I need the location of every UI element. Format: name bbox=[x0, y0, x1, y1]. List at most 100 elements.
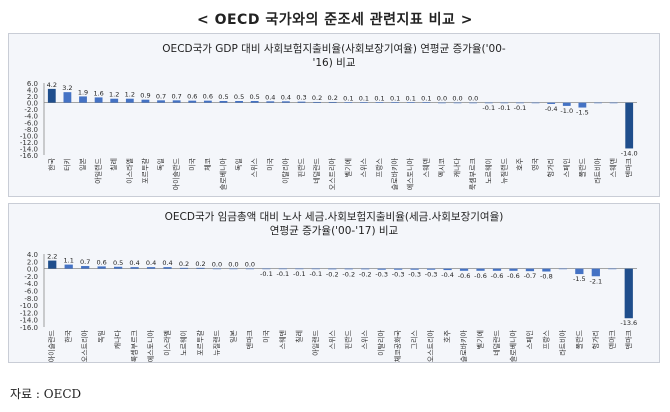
x-tick-label: 스위스 bbox=[361, 329, 369, 349]
data-label: 1.1 bbox=[64, 257, 74, 265]
y-tick-label: -16.0 bbox=[20, 152, 38, 160]
bar bbox=[278, 268, 287, 270]
x-tick-label: 프랑스 bbox=[376, 157, 384, 177]
data-label: 0.0 bbox=[245, 261, 255, 269]
bar bbox=[406, 102, 415, 103]
bar bbox=[542, 268, 551, 272]
data-label: 1.9 bbox=[78, 88, 88, 96]
data-label: 1.6 bbox=[93, 89, 103, 97]
x-tick-label: 스위스 bbox=[328, 329, 336, 349]
x-tick-label: 미국 bbox=[261, 329, 270, 342]
bar bbox=[361, 268, 370, 270]
data-label: 0.1 bbox=[343, 94, 353, 102]
x-tick-label: 뉴질랜드 bbox=[212, 329, 221, 355]
data-label: -0.6 bbox=[507, 272, 520, 280]
bar bbox=[110, 98, 119, 103]
bar bbox=[394, 268, 403, 270]
bar bbox=[625, 102, 634, 149]
x-tick-label: 스페인 bbox=[525, 330, 534, 349]
bar bbox=[525, 268, 535, 272]
x-tick-label: 일본 bbox=[78, 157, 87, 170]
bar bbox=[328, 268, 337, 270]
data-label: 0.2 bbox=[195, 260, 205, 268]
bar bbox=[97, 266, 106, 269]
bar bbox=[422, 102, 431, 103]
data-label: 0.4 bbox=[146, 259, 156, 267]
data-label: 2.2 bbox=[47, 253, 57, 261]
y-tick-label: 0.0 bbox=[27, 100, 38, 108]
data-label: -0.1 bbox=[482, 104, 495, 112]
x-tick-label: 캐나다 bbox=[453, 157, 462, 177]
x-tick-label: 슬로바키아 bbox=[390, 157, 399, 190]
data-label: -1.5 bbox=[573, 275, 586, 283]
chart-panel-wage: OECD국가 임금총액 대비 노사 세금.사회보험지출비율(세금.사회보장기여율… bbox=[8, 203, 660, 363]
data-label: 0.4 bbox=[129, 259, 139, 267]
data-label: 0.0 bbox=[468, 95, 478, 103]
bar bbox=[476, 268, 485, 271]
bar bbox=[328, 101, 337, 103]
bar bbox=[297, 101, 306, 103]
x-tick-label: 오스트리아 bbox=[426, 329, 435, 362]
bar bbox=[558, 268, 567, 270]
data-label: 4.2 bbox=[47, 81, 57, 89]
bar bbox=[196, 267, 205, 269]
bar bbox=[562, 102, 571, 106]
bar bbox=[172, 100, 181, 103]
x-tick-label: 한국 bbox=[48, 157, 56, 170]
bar bbox=[203, 100, 212, 103]
bar bbox=[516, 102, 524, 104]
bar bbox=[262, 268, 271, 270]
bar bbox=[344, 102, 353, 103]
bar bbox=[594, 102, 602, 104]
x-tick-label: 스위스 bbox=[251, 157, 259, 177]
y-tick-label: -14.0 bbox=[20, 317, 38, 325]
data-label: -14.0 bbox=[621, 149, 638, 157]
data-label: 0.6 bbox=[96, 258, 106, 266]
x-tick-label: 칠레 bbox=[109, 158, 118, 171]
x-tick-label: 이탈리아 bbox=[281, 157, 290, 183]
bar bbox=[500, 102, 509, 104]
bar bbox=[141, 99, 150, 103]
data-label: 0.6 bbox=[203, 93, 213, 101]
x-tick-label: 오스트리아 bbox=[80, 329, 89, 362]
bar bbox=[125, 98, 134, 103]
x-tick-label: 스웨덴 bbox=[278, 330, 287, 349]
bar bbox=[295, 268, 304, 270]
data-label: -0.8 bbox=[540, 273, 553, 281]
bar bbox=[531, 102, 540, 104]
data-label: 0.2 bbox=[179, 260, 189, 268]
chart-title-line: 연평균 증가율('00-'17) 비교 bbox=[269, 225, 399, 237]
x-tick-label: 네덜란드 bbox=[312, 157, 321, 183]
bar bbox=[459, 268, 469, 271]
x-tick-label: 벨기에 bbox=[343, 158, 352, 177]
data-label: -0.4 bbox=[441, 271, 454, 279]
x-tick-label: 스웨덴 bbox=[421, 158, 430, 177]
data-label: 0.0 bbox=[452, 95, 462, 103]
data-label: 0.0 bbox=[212, 261, 222, 269]
bar bbox=[609, 102, 618, 104]
x-tick-label: 핀란드 bbox=[296, 157, 305, 177]
bar bbox=[48, 260, 57, 269]
bar bbox=[410, 268, 419, 270]
x-tick-label: 이스라엘 bbox=[125, 158, 134, 184]
chart-title: OECD국가 임금총액 대비 노사 세금.사회보험지출비율(세금.사회보장기여율… bbox=[9, 210, 659, 238]
bar bbox=[266, 101, 275, 103]
data-label: 0.5 bbox=[113, 259, 123, 267]
bar bbox=[245, 268, 255, 270]
x-tick-label: 아이슬란드 bbox=[47, 329, 56, 362]
bar bbox=[179, 267, 189, 269]
bar bbox=[438, 102, 446, 104]
bar bbox=[63, 92, 72, 103]
bar bbox=[377, 268, 386, 270]
bar bbox=[229, 268, 238, 270]
x-tick-label: 그리스 bbox=[410, 329, 419, 349]
data-label: -0.1 bbox=[514, 104, 527, 112]
data-label: 1.2 bbox=[125, 91, 135, 99]
y-tick-label: 2.0 bbox=[27, 93, 38, 101]
x-tick-label: 덴마크 bbox=[607, 329, 616, 349]
data-label: -0.4 bbox=[545, 105, 558, 113]
data-label: 0.5 bbox=[249, 93, 259, 101]
y-tick-label: -12.0 bbox=[20, 139, 38, 147]
x-tick-label: 미국 bbox=[187, 157, 196, 170]
x-tick-label: 노르웨이 bbox=[179, 330, 188, 356]
